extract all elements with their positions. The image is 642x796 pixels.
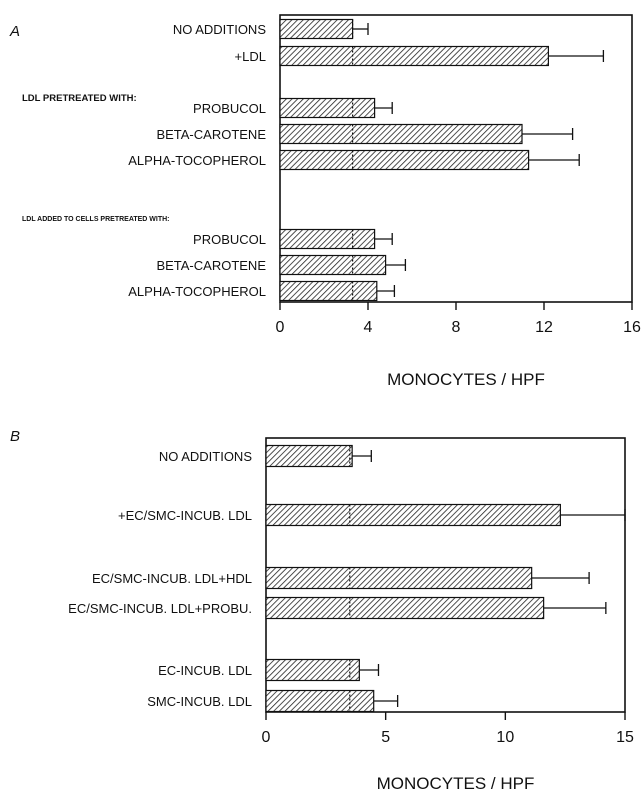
- x-axis-label: MONOCYTES / HPF: [387, 370, 545, 389]
- bar: [279, 254, 387, 276]
- bar: [279, 149, 530, 171]
- x-tick-label: 15: [616, 729, 634, 746]
- x-tick-label: 0: [262, 729, 271, 746]
- category-label: BETA-CAROTENE: [156, 127, 266, 142]
- category-label: EC-INCUB. LDL: [158, 663, 252, 678]
- category-label: ALPHA-TOCOPHEROL: [128, 284, 266, 299]
- x-tick-label: 12: [535, 319, 553, 336]
- category-label: NO ADDITIONS: [173, 22, 267, 37]
- category-label: SMC-INCUB. LDL: [147, 694, 252, 709]
- x-tick-label: 10: [496, 729, 514, 746]
- bar: [279, 97, 376, 119]
- panel-letter: B: [10, 428, 20, 445]
- category-label: EC/SMC-INCUB. LDL+PROBU.: [68, 601, 252, 616]
- category-label: NO ADDITIONS: [159, 449, 253, 464]
- bar: [265, 444, 353, 468]
- bar: [265, 596, 545, 620]
- bar: [279, 18, 354, 40]
- category-label: +LDL: [235, 49, 266, 64]
- group-header: LDL ADDED TO CELLS PRETREATED WITH:: [22, 216, 170, 223]
- group-header: LDL PRETREATED WITH:: [22, 93, 137, 104]
- bar: [279, 280, 378, 302]
- bar: [279, 228, 376, 250]
- panel-a: A LDL PRETREATED WITH: LDL ADDED TO CELLS …: [9, 14, 641, 389]
- panel-letter: A: [9, 23, 20, 40]
- x-axis-label: MONOCYTES / HPF: [377, 774, 535, 793]
- x-tick-label: 5: [381, 729, 390, 746]
- x-tick-label: 0: [276, 319, 285, 336]
- bar: [265, 658, 360, 682]
- category-label: PROBUCOL: [193, 101, 266, 116]
- x-tick-label: 8: [452, 319, 461, 336]
- bar: [279, 45, 549, 67]
- panel-b: B NO ADDITIONS +EC/SMC-INCUB. LDL EC/SMC-IN…: [10, 428, 634, 793]
- category-label: EC/SMC-INCUB. LDL+HDL: [92, 571, 252, 586]
- bar: [265, 689, 375, 713]
- bar: [265, 503, 561, 527]
- bar: [279, 123, 523, 145]
- category-label: +EC/SMC-INCUB. LDL: [118, 508, 252, 523]
- bar: [265, 566, 533, 590]
- category-label: ALPHA-TOCOPHEROL: [128, 153, 266, 168]
- category-label: PROBUCOL: [193, 232, 266, 247]
- x-tick-label: 4: [364, 319, 373, 336]
- x-tick-label: 16: [623, 319, 641, 336]
- category-label: BETA-CAROTENE: [156, 258, 266, 273]
